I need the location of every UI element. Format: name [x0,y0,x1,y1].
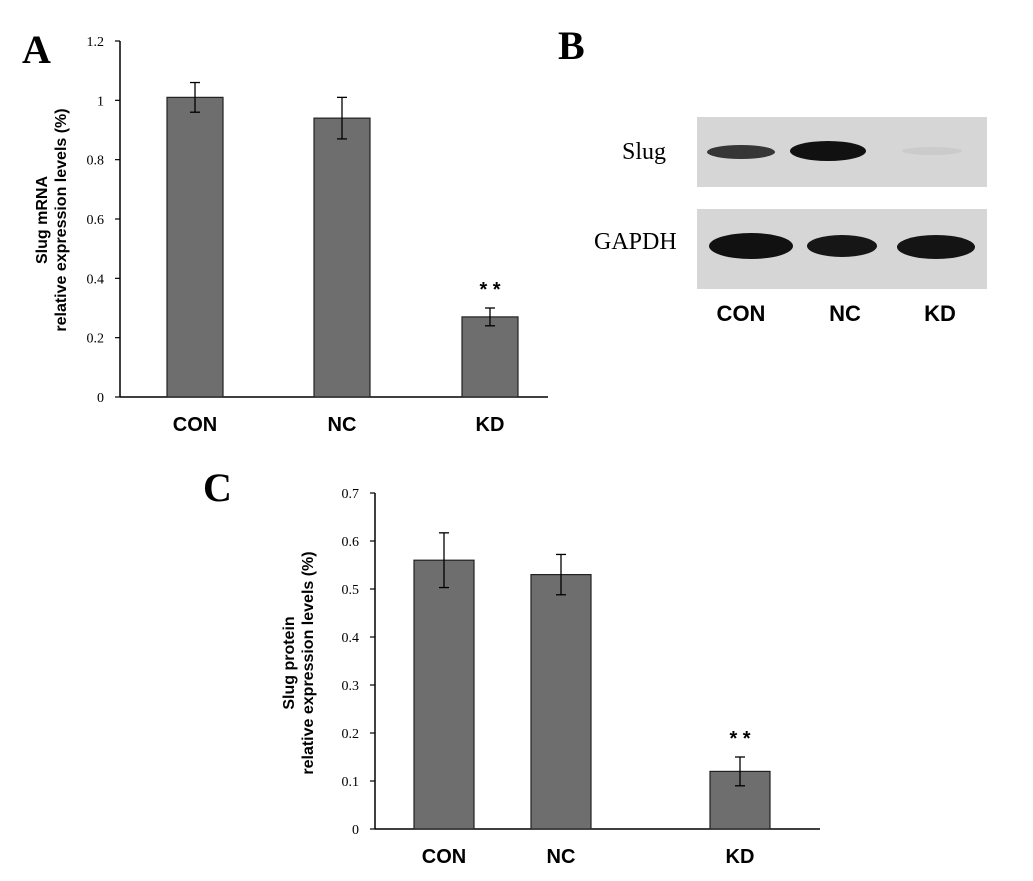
chart-a-significance-kd: * * [479,279,500,301]
chart-a-y-tick-label: 0.2 [87,332,105,347]
chart-a-category-label-con: CON [173,414,217,436]
chart-c-category-label-con: CON [422,846,466,868]
blot-band-gapdh-kd [897,235,975,259]
chart-a-y-tick-label: 0.8 [87,154,105,169]
chart-c-y-axis-title-line1: Slug protein [281,616,298,709]
chart-c-bar-con [413,559,475,830]
panel-letter-b: B [558,23,585,68]
chart-c-y-tick-label: 0.2 [342,727,360,742]
blot-row-label-gapdh: GAPDH [594,229,677,255]
blot-strip-gapdh [697,209,987,289]
chart-a-y-tick-label: 0 [97,391,104,406]
chart-c-y-tick-label: 0.3 [342,679,360,694]
chart-c-category-label-kd: KD [726,846,755,868]
blot-lane-label-kd: KD [924,301,956,326]
chart-a-category-label-nc: NC [328,414,357,436]
blot-strip-slug [697,117,987,187]
chart-a-y-axis-title: Slug mRNA relative expression levels (%) [34,108,70,331]
chart-a-category-label-kd: KD [476,414,505,436]
blot-band-slug-nc [790,141,866,161]
chart-c-y-axis-title: Slug protein relative expression levels (… [281,551,317,774]
chart-a-bar-kd [461,316,519,398]
chart-c-y-tick-label: 0.7 [342,487,360,502]
panel-letter-a: A [22,27,51,72]
blot-band-slug-con [707,145,775,159]
chart-c-y-tick-label: 0 [352,823,359,838]
chart-a-y-tick-label: 1.2 [87,35,105,50]
chart-c-y-axis-title-line2: relative expression levels (%) [300,551,317,774]
chart-a-y-tick-label: 1 [97,94,104,109]
chart-a-y-axis-title-line1: Slug mRNA [34,176,51,264]
chart-c-y-tick-label: 0.4 [342,631,360,646]
blot-lane-label-nc: NC [829,301,861,326]
chart-c-bar-nc [530,573,592,830]
chart-c-significance-kd: * * [729,728,750,750]
chart-a-y-axis-title-line2: relative expression levels (%) [53,108,70,331]
chart-c-y-tick-label: 0.5 [342,583,360,598]
chart-a-y-tick-label: 0.4 [87,272,105,287]
blot-row-label-slug: Slug [622,139,667,165]
chart-a-bar-con [166,96,224,398]
chart-c-y-tick-label: 0.1 [342,775,360,790]
chart-a-y-tick-label: 0.6 [87,213,105,228]
blot-band-gapdh-nc [807,235,877,257]
chart-c-y-tick-label: 0.6 [342,535,360,550]
chart-a-bar-nc [313,117,371,398]
blot-lane-label-con: CON [716,301,766,326]
chart-c-category-label-nc: NC [547,846,576,868]
blot-band-gapdh-con [709,233,793,259]
blot-band-slug-kd [902,147,962,155]
panel-letter-c: C [203,465,232,510]
